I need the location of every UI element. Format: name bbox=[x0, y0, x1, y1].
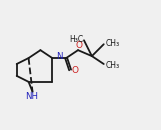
Text: CH₃: CH₃ bbox=[106, 39, 120, 48]
Text: NH: NH bbox=[25, 92, 38, 101]
Text: O: O bbox=[71, 66, 79, 75]
Text: N: N bbox=[56, 52, 63, 61]
Text: O: O bbox=[76, 41, 83, 50]
Text: CH₃: CH₃ bbox=[106, 60, 120, 70]
Text: H₃C: H₃C bbox=[69, 35, 83, 44]
